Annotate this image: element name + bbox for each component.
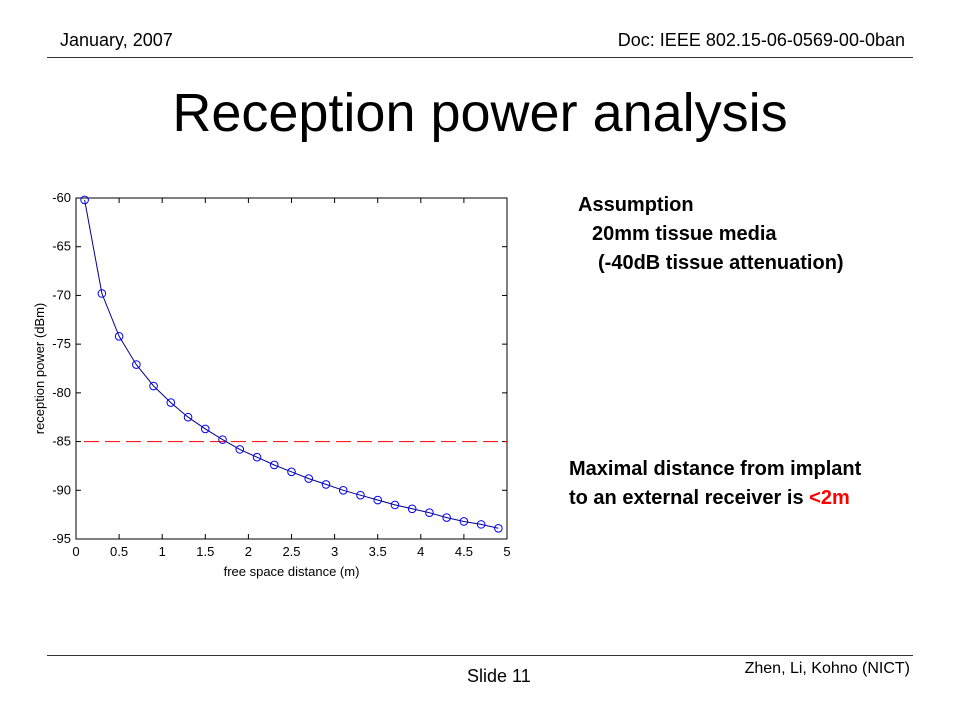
data-point: [269, 460, 279, 470]
conclusion-line-2: to an external receiver is <2m: [569, 485, 850, 511]
y-tick-label: -85: [52, 434, 71, 449]
data-point: [390, 500, 400, 510]
y-tick-label: -70: [52, 287, 71, 302]
data-point: [252, 452, 262, 462]
assumption-heading: Assumption: [578, 194, 694, 216]
plot-frame: [75, 197, 508, 540]
data-point: [80, 195, 89, 205]
data-point: [459, 517, 469, 526]
series-line: [84, 199, 499, 529]
slide-number: Slide 11: [467, 666, 531, 686]
data-point: [132, 360, 141, 369]
data-point: [494, 523, 503, 533]
conclusion-line-1: Maximal distance from implant: [569, 458, 862, 480]
y-tick-label: -80: [52, 385, 71, 400]
x-tick-label: 1: [159, 544, 166, 559]
y-tick-label: -75: [52, 336, 71, 351]
x-tick-label: 0: [72, 544, 79, 559]
data-point: [201, 424, 210, 434]
data-point: [287, 467, 296, 477]
assumption-tissue: 20mm tissue media: [592, 223, 777, 245]
data-point: [183, 412, 193, 422]
assumption-attenuation: (-40dB tissue attenuation): [598, 252, 844, 274]
data-point: [338, 485, 348, 495]
data-point: [425, 508, 434, 517]
y-tick-label: -90: [52, 482, 71, 497]
footer-author: Zhen, Li, Kohno (NICT): [744, 660, 910, 677]
data-point: [97, 289, 107, 298]
x-tick-label: 3: [331, 544, 338, 559]
y-tick-label: -60: [52, 190, 71, 205]
conclusion-prefix: to an external receiver is: [569, 487, 810, 509]
data-point: [166, 398, 176, 407]
data-point: [235, 445, 245, 454]
x-tick-label: 2.5: [282, 544, 300, 559]
data-point: [114, 332, 124, 341]
data-point: [321, 480, 331, 489]
data-point: [218, 435, 227, 444]
data-point: [356, 490, 365, 500]
y-tick-label: -95: [52, 531, 71, 546]
data-point: [149, 381, 158, 391]
data-point: [373, 495, 383, 505]
y-tick-label: -65: [52, 239, 71, 254]
x-tick-label: 4.5: [455, 544, 473, 559]
data-point: [442, 513, 451, 522]
header-divider: [47, 57, 913, 58]
slide-title: Reception power analysis: [172, 83, 788, 143]
conclusion-highlight: <2m: [809, 487, 850, 509]
footer-divider: [47, 655, 913, 656]
y-axis-label: reception power (dBm): [32, 303, 47, 435]
x-tick-label: 2: [245, 544, 252, 559]
x-tick-label: 3.5: [369, 544, 387, 559]
header-date: January, 2007: [60, 30, 173, 50]
data-point: [304, 474, 314, 483]
x-tick-label: 5: [503, 544, 510, 559]
x-tick-label: 0.5: [110, 544, 128, 559]
x-axis-label: free space distance (m): [224, 564, 360, 579]
x-tick-label: 1.5: [196, 544, 214, 559]
header-doc-id: Doc: IEEE 802.15-06-0569-00-0ban: [617, 30, 905, 50]
data-point: [407, 504, 417, 514]
data-point: [476, 520, 486, 529]
x-tick-label: 4: [417, 544, 424, 559]
